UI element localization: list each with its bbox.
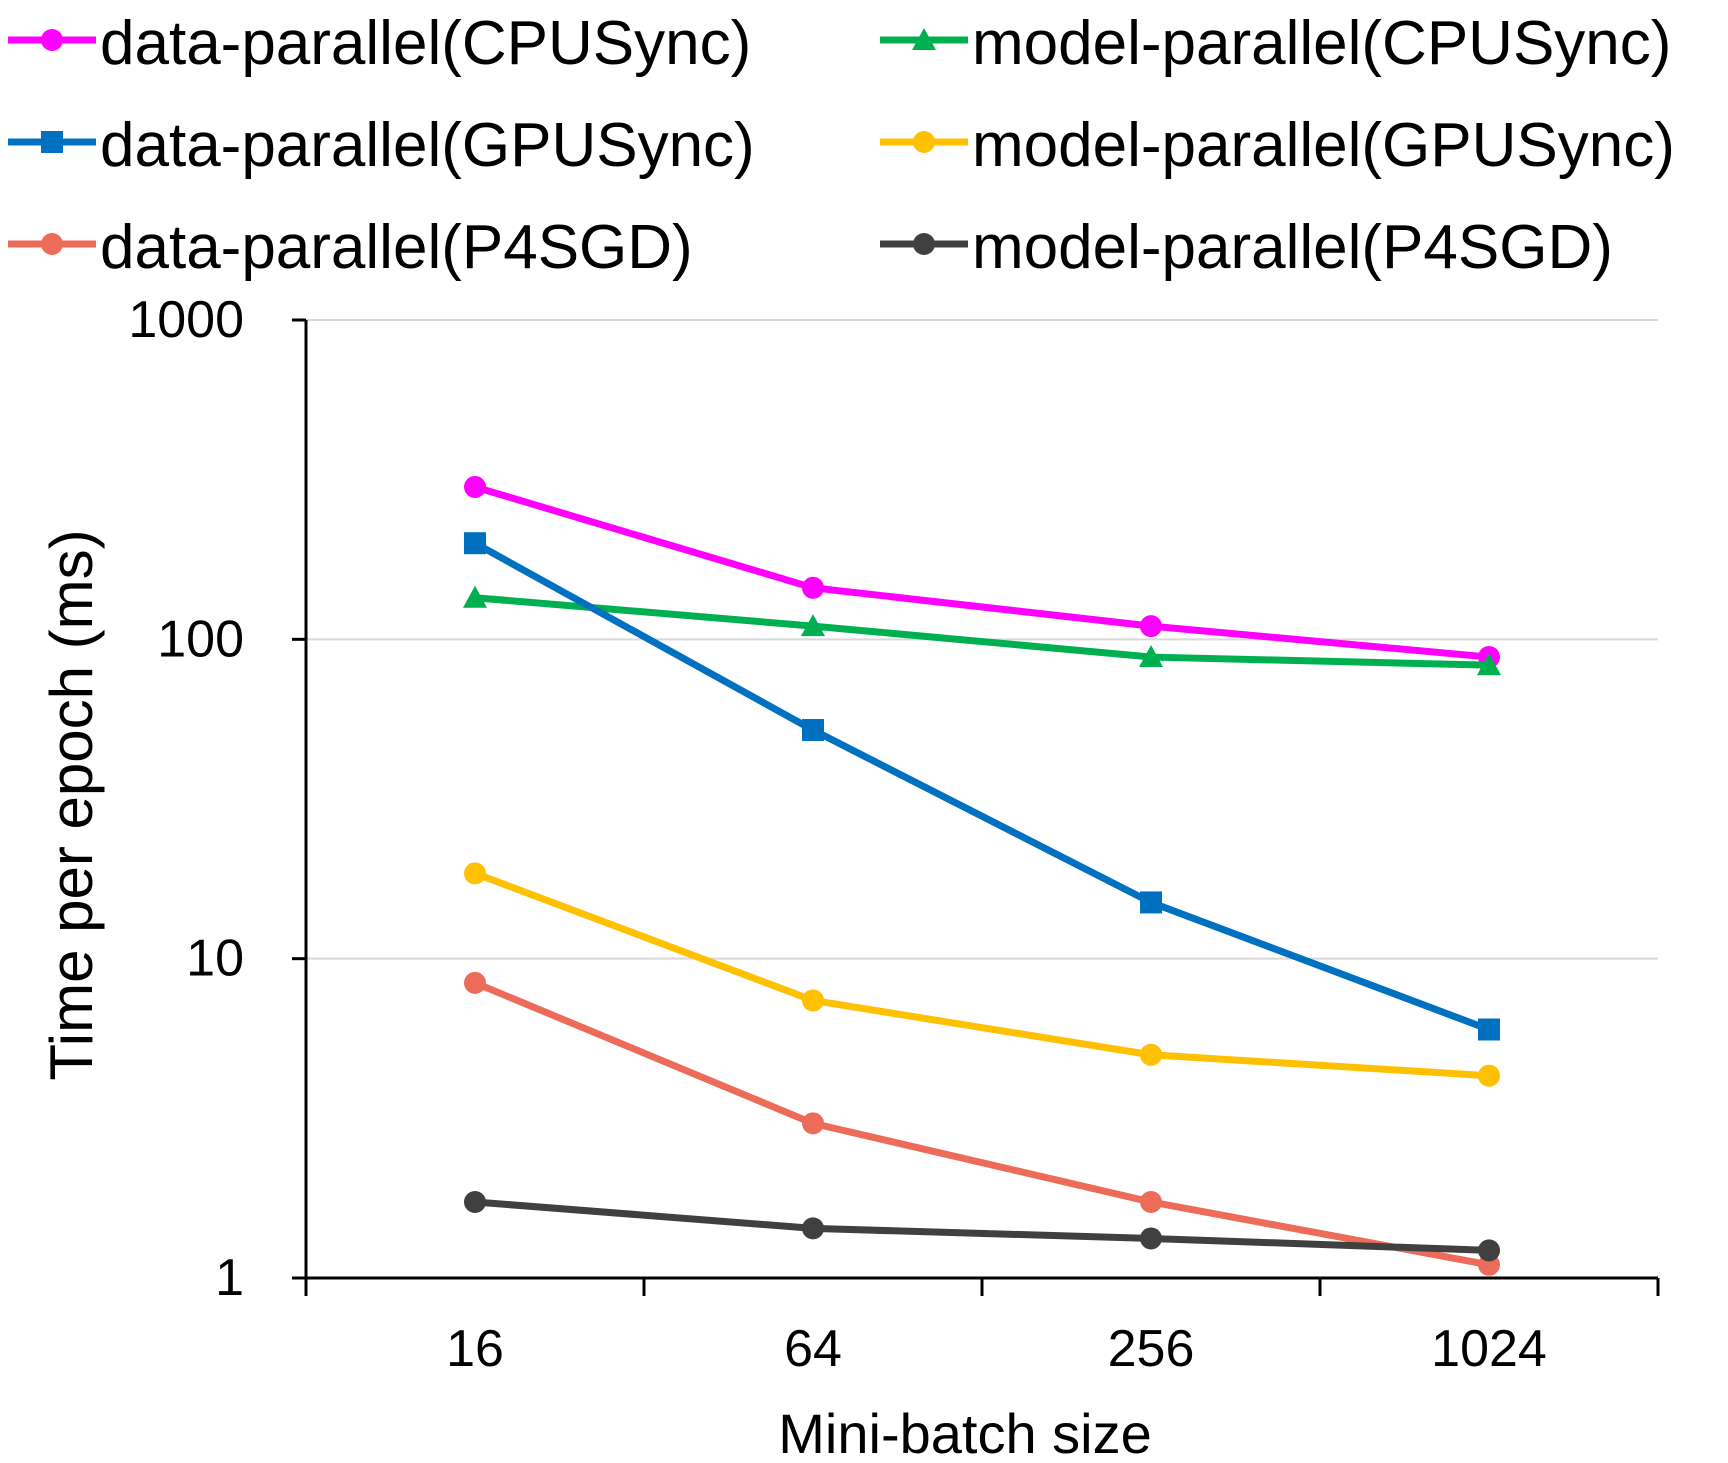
legend-label-0: data-parallel(CPUSync)	[100, 9, 751, 78]
x-axis-title: Mini-batch size	[778, 1402, 1151, 1463]
data-point-5-1	[802, 1217, 824, 1240]
legend-item-3: model-parallel(GPUSync)	[880, 111, 1675, 180]
legend-swatch-marker-5	[913, 233, 935, 255]
data-point-2-3	[1478, 1018, 1500, 1041]
legend-item-2: data-parallel(GPUSync)	[8, 111, 755, 180]
data-point-4-2	[1140, 1190, 1162, 1213]
data-point-3-3	[1478, 1064, 1500, 1087]
axes: 1 10 100 1000 16 64 256 1024	[128, 291, 1660, 1378]
data-point-1-0	[463, 585, 487, 608]
series-line-1	[474, 594, 1490, 669]
data-point-5-3	[1478, 1239, 1500, 1262]
data-point-1-1	[801, 614, 825, 637]
legend-swatch-marker-1	[912, 28, 936, 50]
legend-item-5: model-parallel(P4SGD)	[880, 213, 1613, 282]
y-tick-label-10: 10	[186, 930, 244, 988]
y-tick-label-100: 100	[157, 610, 244, 668]
data-point-2-0	[464, 532, 486, 555]
legend-label-4: data-parallel(P4SGD)	[100, 213, 693, 282]
x-tick-label-64: 64	[784, 1320, 842, 1378]
data-point-2-2	[1140, 891, 1162, 914]
legend-swatch-marker-3	[913, 131, 935, 153]
x-tick-label-16: 16	[446, 1320, 504, 1378]
data-point-4-0	[464, 971, 486, 994]
series-line-5	[474, 1198, 1490, 1254]
data-point-0-2	[1140, 615, 1162, 638]
y-tick-label-1: 1	[215, 1249, 244, 1307]
series-5	[464, 1190, 1500, 1262]
series-2	[464, 532, 1500, 1041]
legend-item-0: data-parallel(CPUSync)	[8, 9, 751, 78]
series-layer	[463, 475, 1501, 1276]
legend-swatch-marker-0	[41, 29, 63, 51]
data-point-1-2	[1139, 645, 1163, 668]
series-0	[464, 475, 1500, 669]
legend-item-1: model-parallel(CPUSync)	[880, 9, 1671, 78]
data-point-3-0	[464, 862, 486, 885]
legend-label-2: data-parallel(GPUSync)	[100, 111, 755, 180]
x-tick-label-256: 256	[1108, 1320, 1195, 1378]
y-axis-title: Time per epoch (ms)	[38, 529, 105, 1080]
legend-item-4: data-parallel(P4SGD)	[8, 213, 693, 282]
legend-swatch-marker-4	[41, 233, 63, 255]
data-point-3-1	[802, 989, 824, 1012]
series-line-3	[473, 870, 1490, 1080]
series-line-4	[473, 979, 1490, 1269]
data-point-3-2	[1140, 1043, 1162, 1066]
legend-label-5: model-parallel(P4SGD)	[972, 213, 1613, 282]
series-3	[464, 862, 1500, 1087]
data-point-5-2	[1140, 1227, 1162, 1250]
data-point-5-0	[464, 1190, 486, 1213]
y-tick-label-1000: 1000	[128, 291, 244, 349]
series-line-2	[473, 540, 1491, 1033]
series-line-0	[473, 483, 1490, 661]
data-point-4-1	[802, 1112, 824, 1135]
data-point-0-0	[464, 475, 486, 498]
series-1	[463, 585, 1501, 676]
legend-label-3: model-parallel(GPUSync)	[972, 111, 1675, 180]
legend-swatch-marker-2	[41, 131, 63, 153]
legend: data-parallel(CPUSync) model-parallel(CPU…	[8, 9, 1675, 282]
data-point-2-1	[802, 719, 824, 742]
data-point-0-1	[802, 576, 824, 599]
legend-label-1: model-parallel(CPUSync)	[972, 9, 1671, 78]
data-point-1-3	[1477, 653, 1501, 676]
x-tick-label-1024: 1024	[1431, 1320, 1547, 1378]
